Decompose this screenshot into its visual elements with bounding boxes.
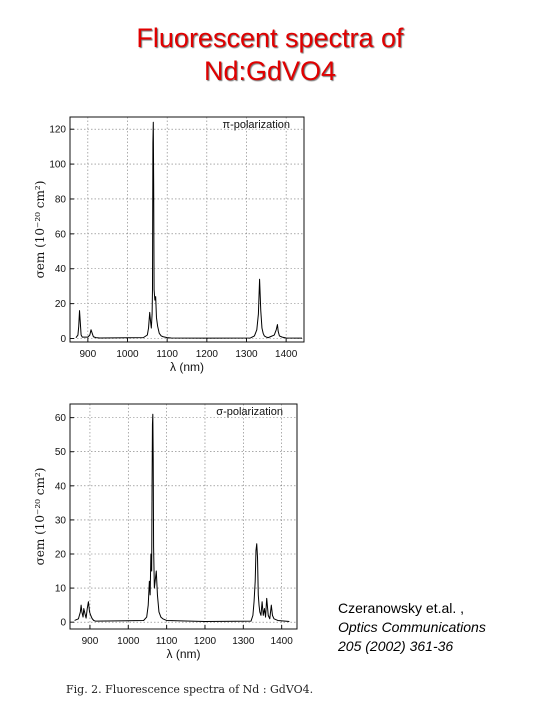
citation-ref: 205 (2002) 361-36: [338, 638, 454, 654]
y-tick-label: 120: [49, 125, 66, 136]
x-axis-label: λ (nm): [167, 647, 201, 661]
y-tick-label: 80: [55, 194, 67, 205]
citation-journal: Optics Communications: [338, 619, 486, 635]
polarization-label: π-polarization: [222, 119, 290, 131]
y-tick-label: 0: [60, 334, 66, 345]
x-tick-label: 1000: [117, 636, 140, 647]
spectrum-line: [75, 121, 303, 339]
x-tick-label: 1400: [271, 636, 294, 647]
y-axis-label: σem (10⁻²⁰ cm²): [33, 468, 47, 566]
x-tick-label: 1100: [156, 349, 178, 360]
x-tick-label: 1100: [156, 636, 178, 647]
x-axis-label: λ (nm): [170, 360, 204, 374]
x-tick-label: 1200: [196, 349, 219, 360]
x-tick-label: 1400: [275, 349, 298, 360]
chart-1: 900 1000 1100 1200 1300 1400 0 20 40 60 80 100 120 λ …: [33, 116, 305, 374]
citation: Czeranowsky et.al. , Optics Communicatio…: [338, 599, 486, 656]
citation-authors: Czeranowsky et.al. ,: [338, 600, 465, 616]
y-tick-label: 0: [60, 618, 66, 629]
y-tick-label: 40: [55, 481, 67, 492]
y-tick-label: 60: [55, 413, 67, 424]
plot-frame: [69, 403, 298, 630]
polarization-label: σ-polarization: [216, 406, 283, 418]
chart-2: 900 1000 1100 1200 1300 1400 0 10 20 30 40 50 60 λ (n…: [33, 403, 298, 661]
plot-frame: [69, 116, 305, 343]
x-tick-label: 1300: [235, 349, 258, 360]
x-tick-label: 1000: [116, 349, 139, 360]
y-tick-label: 20: [55, 550, 67, 561]
y-tick-label: 40: [55, 264, 67, 275]
y-tick-label: 20: [55, 299, 67, 310]
x-tick-label: 1200: [194, 636, 217, 647]
y-tick-label: 30: [55, 515, 67, 526]
page-title: Fluorescent spectra of Nd:GdVO4: [0, 22, 540, 88]
title-line-2: Nd:GdVO4: [203, 56, 337, 86]
x-tick-label: 900: [82, 636, 99, 647]
figure-caption: Fig. 2. Fluorescence spectra of Nd : GdV…: [66, 683, 314, 696]
spectrum-line: [74, 413, 290, 622]
title-line-1: Fluorescent spectra of: [136, 23, 404, 53]
y-tick-label: 10: [55, 584, 67, 595]
y-axis-label: σem (10⁻²⁰ cm²): [33, 181, 47, 279]
y-tick-label: 50: [55, 447, 67, 458]
y-tick-label: 60: [55, 229, 67, 240]
x-tick-label: 1300: [232, 636, 255, 647]
x-tick-label: 900: [80, 349, 97, 360]
y-tick-label: 100: [49, 160, 66, 171]
